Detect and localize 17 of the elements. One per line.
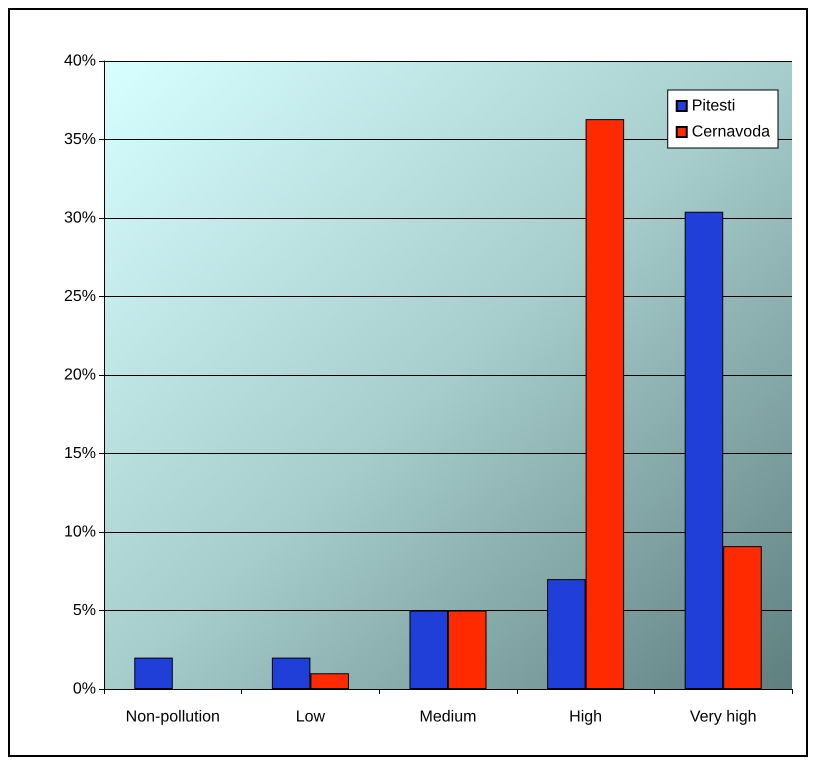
y-tick-label: 10% — [64, 524, 96, 540]
y-tick-label: 0% — [72, 680, 96, 698]
y-tick-label: 20% — [64, 366, 96, 384]
y-tick-label: 40% — [64, 52, 96, 70]
bar — [134, 658, 173, 689]
y-tick-label: 5% — [72, 602, 96, 619]
legend-label: Pitesti — [692, 98, 736, 114]
x-tick-label: Very high — [690, 708, 757, 726]
y-tick-label: 30% — [64, 210, 96, 226]
y-tick-label: 25% — [64, 288, 96, 305]
x-tick-label: Non-pollution — [126, 708, 220, 726]
x-tick-label: Low — [296, 708, 326, 726]
y-tick-label: 35% — [64, 131, 96, 148]
y-tick-label: 15% — [64, 445, 96, 462]
x-tick-label: Medium — [420, 708, 476, 726]
x-tick-label: High — [569, 708, 602, 726]
legend-label: Cernavoda — [692, 124, 770, 140]
